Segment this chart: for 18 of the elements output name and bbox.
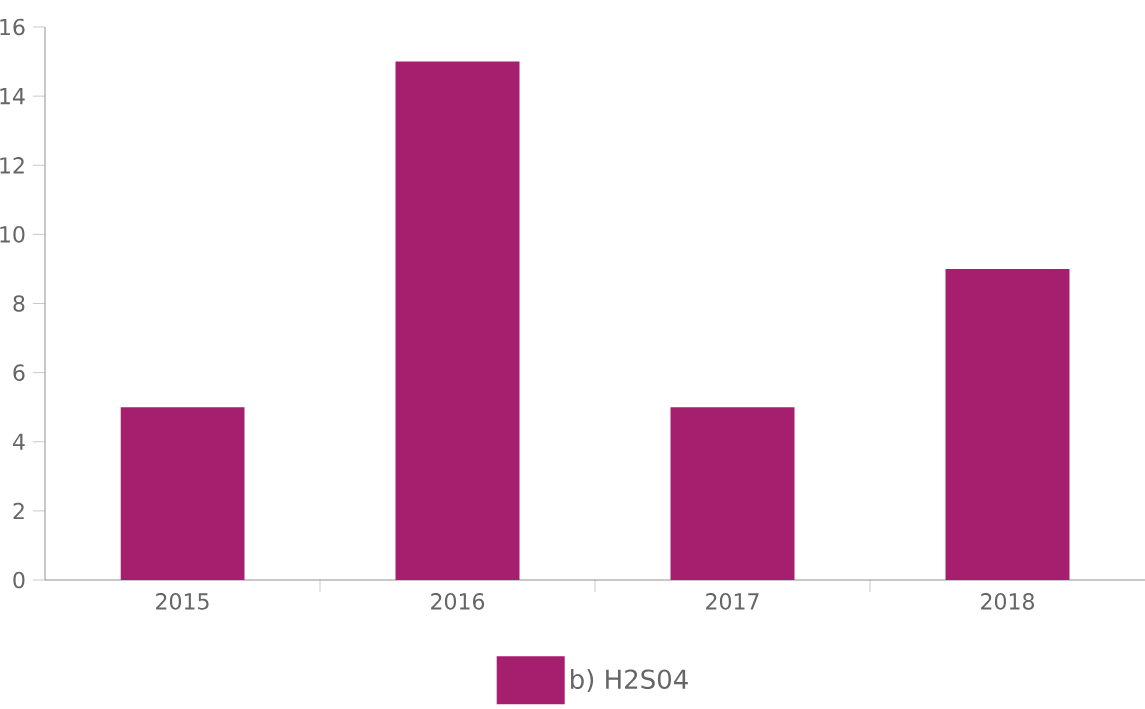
y-tick-label: 2 (13, 502, 24, 520)
bar (120, 407, 245, 580)
y-tick-label: 6 (13, 364, 25, 381)
y-tick-label: 0 (13, 571, 25, 589)
y-tick-label: 10 (0, 226, 25, 243)
bar (945, 268, 1070, 580)
y-tick-label: 14 (0, 88, 25, 105)
x-tick-label: 2017 (706, 593, 759, 610)
bar (395, 61, 520, 580)
legend-label: b) H2S04 (571, 668, 688, 693)
x-tick-label: 2016 (431, 593, 485, 610)
x-tick-label: 2018 (981, 593, 1034, 610)
y-tick-label: 8 (13, 295, 25, 312)
y-tick-label: 4 (13, 433, 25, 450)
y-tick-label: 12 (0, 157, 24, 174)
y-tick-label: 16 (0, 18, 25, 36)
bar (670, 407, 795, 580)
x-tick-label: 2015 (156, 593, 209, 610)
